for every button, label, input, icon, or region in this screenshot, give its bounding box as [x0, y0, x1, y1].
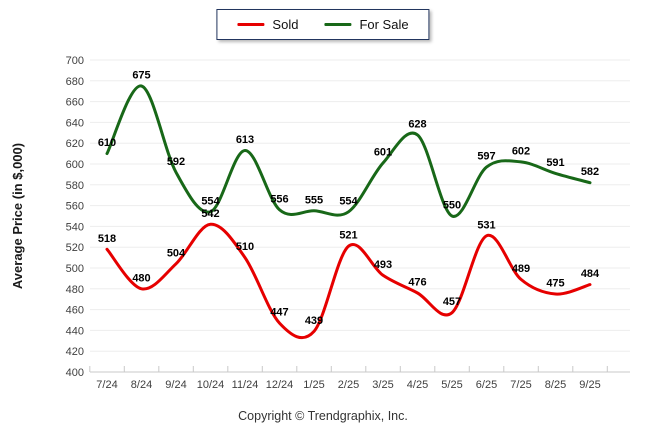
data-label: 493 — [374, 259, 392, 271]
for-sale-line-swatch — [324, 23, 352, 26]
data-label: 556 — [270, 193, 288, 205]
data-label: 613 — [236, 134, 254, 146]
legend-item-for-sale: For Sale — [324, 17, 409, 32]
y-axis-title: Average Price (in $,000) — [10, 143, 25, 289]
y-tick-label: 480 — [66, 284, 84, 296]
x-tick-label: 6/25 — [476, 379, 497, 391]
data-label: 550 — [443, 200, 461, 212]
x-tick-label: 4/25 — [407, 379, 428, 391]
data-label: 592 — [167, 156, 185, 168]
y-tick-label: 560 — [66, 201, 84, 213]
copyright-text: Copyright © Trendgraphix, Inc. — [238, 409, 408, 423]
x-tick-label: 9/25 — [579, 379, 600, 391]
y-tick-label: 400 — [66, 367, 84, 379]
data-label: 439 — [305, 315, 323, 327]
y-tick-label: 460 — [66, 305, 84, 317]
x-tick-label: 8/24 — [131, 379, 152, 391]
y-tick-label: 500 — [66, 263, 84, 275]
for-sale-line — [105, 84, 592, 218]
legend-item-sold: Sold — [237, 17, 298, 32]
legend-label-sold: Sold — [272, 17, 299, 32]
data-label: 476 — [408, 277, 426, 289]
data-label: 597 — [477, 151, 495, 163]
x-tick-label: 10/24 — [197, 379, 225, 391]
y-tick-label: 440 — [66, 325, 84, 337]
data-label: 555 — [305, 194, 323, 206]
legend-label-for-sale: For Sale — [359, 17, 409, 32]
data-label: 554 — [339, 195, 358, 207]
y-tick-label: 640 — [66, 117, 84, 129]
data-label: 504 — [167, 247, 186, 259]
data-label: 521 — [339, 230, 357, 242]
x-tick-label: 5/25 — [441, 379, 462, 391]
x-tick-label: 9/24 — [165, 379, 186, 391]
legend: Sold For Sale — [216, 9, 430, 40]
y-tick-label: 520 — [66, 242, 84, 254]
data-label: 554 — [201, 195, 220, 207]
data-label: 447 — [270, 307, 288, 319]
x-tick-label: 7/25 — [510, 379, 531, 391]
x-tick-label: 2/25 — [338, 379, 359, 391]
data-label: 582 — [581, 166, 599, 178]
data-label: 475 — [546, 278, 564, 290]
x-tick-label: 11/24 — [232, 379, 259, 391]
sold-line-swatch — [237, 23, 265, 26]
data-label: 489 — [512, 263, 530, 275]
x-tick-label: 3/25 — [372, 379, 393, 391]
y-tick-label: 580 — [66, 180, 84, 192]
y-tick-label: 540 — [66, 221, 84, 233]
data-label: 591 — [546, 157, 564, 169]
y-tick-label: 600 — [66, 159, 84, 171]
y-tick-label: 700 — [66, 55, 84, 67]
data-label: 675 — [132, 70, 150, 82]
data-label: 610 — [98, 137, 116, 149]
data-label: 531 — [477, 219, 495, 231]
x-tick-label: 7/24 — [96, 379, 117, 391]
data-label: 484 — [581, 268, 600, 280]
y-tick-label: 620 — [66, 138, 84, 150]
data-label: 480 — [132, 272, 150, 284]
x-tick-label: 8/25 — [545, 379, 566, 391]
data-label: 601 — [374, 147, 392, 159]
sold-line — [105, 222, 592, 340]
y-tick-label: 660 — [66, 97, 84, 109]
y-tick-label: 680 — [66, 76, 84, 88]
data-label: 457 — [443, 296, 461, 308]
data-label: 510 — [236, 241, 254, 253]
y-tick-label: 420 — [66, 346, 84, 358]
data-label: 518 — [98, 233, 116, 245]
data-label: 542 — [201, 208, 219, 220]
x-tick-label: 1/25 — [303, 379, 324, 391]
data-label: 628 — [408, 118, 426, 130]
x-tick-label: 12/24 — [266, 379, 294, 391]
data-label: 602 — [512, 145, 530, 157]
